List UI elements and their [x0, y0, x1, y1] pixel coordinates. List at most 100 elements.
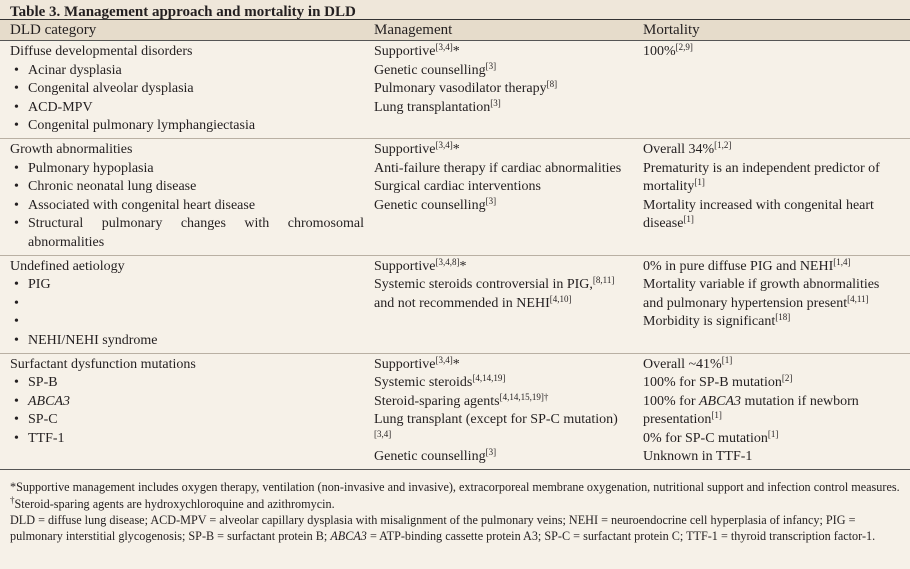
table-body: Diffuse developmental disorders Acinar dy…: [0, 41, 910, 471]
reference: [18]: [775, 312, 791, 323]
text-run: Systemic steroids: [374, 375, 473, 391]
text-run: Associated with congenital heart disease: [28, 197, 256, 213]
text-run: Supportive: [374, 141, 436, 157]
text-run: ACD-MPV: [28, 99, 93, 115]
cell-line: 100%[2,9]: [643, 43, 898, 62]
text-run: Steroid-sparing agents are hydroxychloro…: [14, 496, 335, 511]
cell-line: Lung transplant (except for SP-C mutatio…: [374, 411, 629, 448]
text-run: Lung transplantation: [374, 99, 491, 115]
cell-line: 0% in pure diffuse PIG and NEHI[1,4]: [643, 257, 898, 277]
group-row: Growth abnormalities Pulmonary hypoplasia…: [0, 137, 910, 255]
cell: Supportive[3,4]* Genetic counselling[3] Pu…: [374, 43, 643, 136]
header-cell: DLD category: [10, 22, 97, 38]
cell: Overall 34%[1,2] Prematurity is an indepe…: [643, 139, 898, 253]
cell: 0% in pure diffuse PIG and NEHI[1,4] Mort…: [643, 257, 898, 351]
text-run: Mortality variable if growth abnormaliti…: [643, 277, 880, 311]
reference: [1]: [767, 428, 779, 439]
cell: Diffuse developmental disorders Acinar dy…: [10, 43, 374, 136]
cell-line: Surgical cardiac interventions: [374, 178, 629, 197]
cell-line: Acinar dysplasia: [10, 62, 364, 81]
cell-line: 100% for SP-B mutation[2]: [643, 374, 898, 393]
cell-line: Pulmonary vasodilator therapy[8]: [374, 80, 629, 99]
cell: Undefined aetiology PIG NEHI/NEHI syndrom…: [10, 258, 374, 351]
cell: Overall ~41%[1] 100% for SP-B mutation[2]…: [643, 354, 898, 468]
text-run: *: [452, 44, 460, 59]
cell-line: Associated with congenital heart disease: [10, 197, 364, 216]
text-run: Anti-failure therapy if cardiac abnormal…: [374, 160, 622, 176]
cell-line: Supportive[3,4]*: [374, 354, 629, 375]
cell-line: NEHI/NEHI syndrome: [10, 332, 364, 351]
reference: [1,2]: [714, 139, 732, 150]
group-row: Surfactant dysfunction mutations SP-B ABCA…: [0, 352, 910, 470]
text-run: 100% for SP-B mutation: [643, 375, 782, 391]
cell-line: Surfactant dysfunction mutations: [10, 356, 364, 375]
cell-line: Genetic counselling[3]: [374, 196, 629, 216]
text-run: DLD = diffuse lung disease; ACD-MPV = al…: [10, 513, 856, 543]
reference: [1]: [683, 214, 694, 225]
cell-line: Systemic steroids controversial in PIG,[…: [374, 276, 629, 313]
text-run: Surgical cardiac interventions: [374, 179, 541, 195]
cell-line: Systemic steroids[4,14,19]: [374, 374, 629, 393]
cell-line: SP-B: [10, 374, 364, 393]
reference: [3]: [485, 447, 497, 458]
cell-line: [10, 295, 364, 314]
text-run: Pulmonary hypoplasia: [28, 160, 154, 176]
italic-text: ABCA3: [699, 393, 741, 409]
text-run: = ATP-binding cassette protein A3; SP-C …: [366, 528, 876, 543]
reference: [3,4]: [435, 354, 453, 365]
reference: [1]: [721, 354, 733, 365]
reference: [3,4]: [435, 139, 453, 150]
text-run: Growth abnormalities: [10, 141, 133, 157]
text-run: Lung transplant (except for SP-C mutatio…: [374, 412, 618, 428]
text-run: Genetic counselling: [374, 62, 486, 78]
cell-line: Growth abnormalities: [10, 141, 364, 160]
cell-line: Prematurity is an independent predictor …: [643, 160, 898, 197]
text-run: Morbidity is significant: [643, 314, 776, 330]
text-run: TTF-1: [28, 430, 65, 446]
cell-line: Anti-failure therapy if cardiac abnormal…: [374, 160, 629, 179]
text-run: Surfactant dysfunction mutations: [10, 356, 196, 372]
reference: [3,4]: [374, 428, 392, 439]
text-run: SP-C: [28, 412, 58, 428]
footnote: DLD = diffuse lung disease; ACD-MPV = al…: [10, 513, 900, 544]
cell-line: Unknown in TTF-1: [643, 448, 898, 467]
cell: Supportive[3,4,8]* Systemic steroids cont…: [374, 257, 643, 351]
footnote: *Supportive management includes oxygen t…: [10, 480, 900, 496]
cell-line: PIG: [10, 276, 364, 295]
text-run: Diffuse developmental disorders: [10, 44, 193, 59]
cell: Supportive[3,4]* Systemic steroids[4,14,1…: [374, 354, 643, 468]
footnote: †Steroid-sparing agents are hydroxychlor…: [10, 494, 900, 513]
group-row: Diffuse developmental disorders Acinar dy…: [0, 41, 910, 138]
cell-line: Diffuse developmental disorders: [10, 43, 364, 62]
text-run: mutation if newborn presentation: [643, 393, 859, 428]
text-run: Pulmonary vasodilator therapy: [374, 81, 547, 97]
cell-line: Congenital alveolar dysplasia: [10, 80, 364, 99]
cell-line: ABCA3: [10, 393, 364, 412]
text-run: Steroid-sparing agents: [374, 393, 500, 409]
text-run: Mortality increased with congenital hear…: [643, 197, 874, 232]
text-run: NEHI/NEHI syndrome: [28, 332, 158, 348]
reference: [8,11]: [592, 275, 615, 286]
text-run: Genetic counselling: [374, 197, 486, 213]
text-run: Supportive: [374, 258, 436, 274]
text-run: Congenital alveolar dysplasia: [28, 81, 194, 97]
reference: †: [10, 494, 15, 505]
cell-line: 0% for SP-C mutation[1]: [643, 428, 898, 449]
text-run: Overall ~41%: [643, 356, 722, 372]
text-run: and not recommended in NEHI: [374, 295, 550, 311]
reference: [1]: [711, 410, 722, 421]
cell-line: Steroid-sparing agents[4,14,15,19]†: [374, 392, 629, 412]
text-run: Chronic neonatal lung disease: [28, 179, 197, 195]
cell-line: Genetic counselling[3]: [374, 448, 629, 467]
cell-line: Undefined aetiology: [10, 258, 364, 277]
reference: [2]: [781, 373, 793, 384]
cell-line: Chronic neonatal lung disease: [10, 178, 364, 197]
cell: 100%[2,9]: [643, 43, 898, 136]
reference: [4,11]: [847, 293, 869, 304]
reference: [2,9]: [675, 42, 693, 52]
cell-line: Mortality increased with congenital hear…: [643, 197, 898, 234]
cell-line: 100% for ABCA3 mutation if newborn prese…: [643, 393, 898, 430]
reference: [8]: [546, 79, 558, 90]
text-run: Systemic steroids controversial in PIG,: [374, 277, 593, 293]
